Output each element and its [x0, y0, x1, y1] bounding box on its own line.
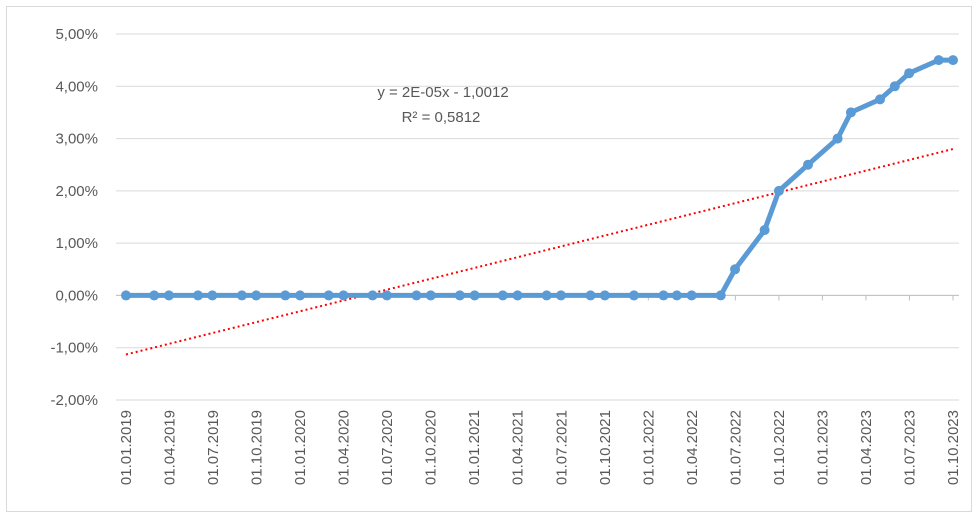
- data-point: [512, 290, 523, 301]
- x-tick-label: 01.01.2020: [292, 410, 309, 485]
- data-point: [875, 94, 886, 105]
- y-tick-label: 3,00%: [55, 131, 98, 148]
- data-point: [251, 290, 262, 301]
- x-tick-label: 01.04.2023: [858, 410, 875, 485]
- x-tick-label: 01.04.2021: [510, 410, 527, 485]
- x-tick-label: 01.10.2019: [249, 410, 266, 485]
- series-line: [123, 57, 956, 298]
- data-point: [381, 290, 392, 301]
- y-tick-label: 1,00%: [55, 235, 98, 252]
- data-point: [628, 290, 639, 301]
- data-point: [163, 290, 174, 301]
- y-tick-label: 4,00%: [55, 78, 98, 95]
- data-point: [295, 290, 306, 301]
- x-tick-label: 01.04.2020: [336, 410, 353, 485]
- data-point: [121, 290, 131, 301]
- x-tick-label: 01.10.2023: [945, 410, 962, 485]
- x-tick-label: 01.07.2020: [379, 410, 396, 485]
- series-polyline: [123, 57, 956, 298]
- x-tick-label: 01.04.2019: [162, 410, 179, 485]
- data-point: [149, 290, 160, 301]
- data-point: [236, 290, 247, 301]
- x-tick-label: 01.04.2022: [684, 410, 701, 485]
- x-tick-label: 01.01.2023: [814, 410, 831, 485]
- data-point: [425, 290, 436, 301]
- x-tick-label: 01.01.2022: [640, 410, 657, 485]
- data-point: [832, 133, 843, 144]
- data-point: [730, 264, 741, 275]
- x-tick-label: 01.01.2019: [118, 410, 135, 485]
- data-point: [207, 290, 218, 301]
- data-point: [585, 290, 596, 301]
- data-point: [338, 290, 349, 301]
- x-tick-label: 01.07.2022: [727, 410, 744, 485]
- data-point: [686, 290, 697, 301]
- x-tick-label: 01.07.2023: [901, 410, 918, 485]
- trendline-line: [125, 148, 954, 356]
- data-point: [193, 290, 204, 301]
- data-point: [541, 290, 552, 301]
- y-tick-label: 5,00%: [55, 26, 98, 43]
- data-point: [555, 290, 566, 301]
- data-point: [904, 68, 915, 79]
- trendline-equation: y = 2E-05x - 1,0012: [377, 84, 508, 101]
- y-tick-label: -2,00%: [50, 392, 98, 409]
- data-point: [411, 290, 422, 301]
- trendline: [125, 148, 954, 356]
- data-point: [280, 290, 291, 301]
- data-point: [367, 290, 378, 301]
- data-point: [454, 290, 465, 301]
- data-point: [845, 107, 856, 118]
- data-point: [889, 81, 900, 92]
- data-point: [658, 290, 669, 301]
- x-tick-label: 01.07.2019: [205, 410, 222, 485]
- y-tick-label: -1,00%: [50, 340, 98, 357]
- x-tick-label: 01.10.2022: [771, 410, 788, 485]
- series-markers: [121, 55, 958, 301]
- x-tick-label: 01.10.2021: [597, 410, 614, 485]
- data-point: [759, 225, 770, 236]
- trendline-r-squared: R² = 0,5812: [402, 109, 481, 126]
- data-point: [599, 290, 610, 301]
- data-point: [803, 159, 814, 170]
- data-point: [671, 290, 682, 301]
- data-point: [469, 290, 480, 301]
- data-point: [948, 55, 958, 66]
- data-point: [773, 185, 784, 196]
- chart-frame: [6, 6, 972, 512]
- data-point: [933, 55, 944, 66]
- x-tick-label: 01.07.2021: [553, 410, 570, 485]
- y-tick-label: 0,00%: [55, 287, 98, 304]
- data-point: [497, 290, 508, 301]
- y-tick-label: 2,00%: [55, 183, 98, 200]
- x-tick-label: 01.10.2020: [423, 410, 440, 485]
- data-point: [715, 290, 726, 301]
- x-tick-label: 01.01.2021: [466, 410, 483, 485]
- data-point: [323, 290, 334, 301]
- x-axis: 01.01.2019 01.04.2019 01.07.2019 01.10.2019…: [116, 294, 962, 485]
- y-axis-tick-labels: 5,00% 4,00% 3,00% 2,00% 1,00% 0,00% -1,00% -2,0…: [50, 26, 98, 409]
- gridlines: [116, 33, 959, 401]
